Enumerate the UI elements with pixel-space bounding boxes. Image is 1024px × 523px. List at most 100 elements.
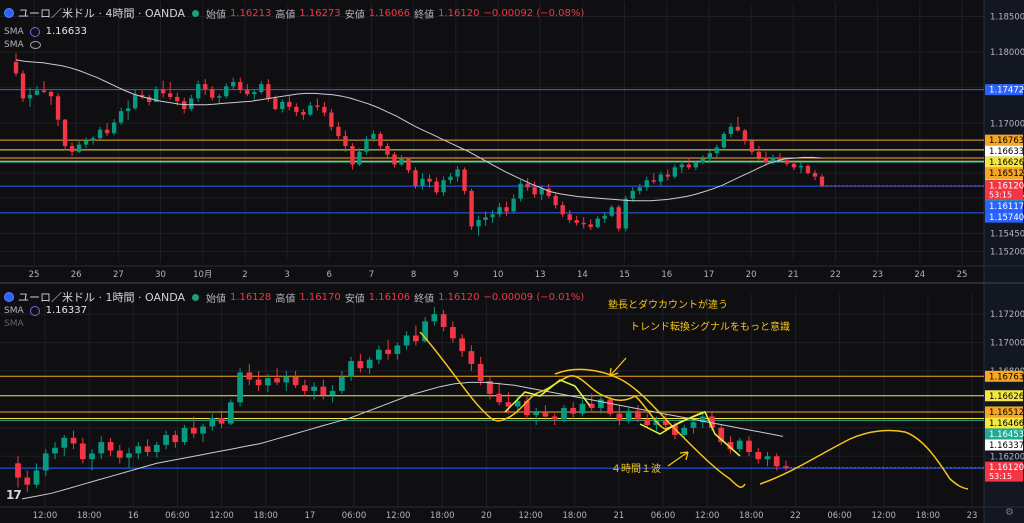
- candle-body: [525, 183, 530, 188]
- candle-body: [203, 84, 208, 90]
- price-tag-label: 1.16626: [989, 158, 1024, 168]
- candle-body: [210, 89, 215, 98]
- chart-1h[interactable]: 1.172001.170001.168001.164001.1620012:00…: [0, 284, 1024, 523]
- candle-body: [561, 407, 567, 420]
- price-tag: [985, 167, 1023, 179]
- candle-body: [27, 94, 33, 99]
- eye-hidden-icon[interactable]: [29, 41, 41, 49]
- candle-body: [658, 174, 663, 182]
- close-label: 終値: [414, 293, 435, 305]
- candle-body: [175, 96, 180, 102]
- sma-legend-2[interactable]: SMA: [4, 319, 24, 329]
- symbol-title: ユーロ／米ドル · 1時間 · OANDA: [18, 291, 185, 304]
- candle-body: [440, 314, 447, 327]
- candle-body: [209, 417, 216, 427]
- candle-body: [357, 151, 362, 165]
- candle-body: [755, 452, 762, 460]
- candle-body: [97, 129, 103, 139]
- high-label: 高値: [275, 9, 296, 21]
- candle-body: [581, 222, 586, 225]
- candle-body: [542, 412, 549, 417]
- pane-separator[interactable]: [0, 282, 1024, 284]
- candle-body: [252, 91, 257, 95]
- candle-body: [459, 338, 466, 352]
- candle-body: [15, 463, 21, 478]
- settings-gear-icon[interactable]: ⚙: [1005, 507, 1014, 518]
- candle-body: [350, 146, 355, 165]
- candle-body: [274, 378, 280, 383]
- candle-body: [70, 437, 77, 444]
- x-tick-label: 23: [967, 511, 978, 521]
- price-tag-label: 1.16633: [989, 147, 1024, 157]
- candle-body: [79, 443, 86, 460]
- candle-body: [721, 133, 727, 148]
- candle-body: [126, 453, 132, 458]
- sma-legend[interactable]: SMA 1.16633: [4, 26, 87, 37]
- x-tick-label: 06:00: [342, 511, 367, 521]
- x-tick-label: 13: [535, 270, 546, 280]
- y-tick-label: 1.17000: [990, 339, 1024, 349]
- price-tag-label: 1.16512: [989, 169, 1024, 179]
- candle-body: [783, 466, 789, 468]
- candle-body: [699, 416, 706, 423]
- x-tick-label: 12:00: [518, 511, 543, 521]
- x-tick-label: 12:00: [33, 511, 58, 521]
- chart-4h-header: ユーロ／米ドル · 4時間 · OANDA 始値 1.16213 高値 1.1627…: [4, 5, 584, 21]
- candle-body: [469, 190, 474, 227]
- x-tick-label: 18:00: [739, 511, 764, 521]
- x-tick-label: 26: [71, 270, 82, 280]
- settings-icon[interactable]: [29, 26, 40, 37]
- candle-body: [539, 188, 544, 195]
- chart-4h-canvas[interactable]: 1.185001.180001.175001.170001.165001.163…: [0, 0, 1024, 282]
- close-label: 終値: [414, 9, 435, 21]
- candle-body: [588, 224, 593, 228]
- arrow-shaft-2: [667, 451, 689, 467]
- candle-body: [448, 176, 453, 181]
- candle-body: [718, 427, 725, 443]
- candle-body: [427, 178, 432, 182]
- candle-body: [237, 372, 243, 403]
- candle-body: [441, 180, 446, 193]
- candle-body: [375, 349, 382, 360]
- candle-body: [700, 158, 706, 163]
- sma-legend[interactable]: SMA 1.16337: [4, 305, 87, 316]
- candle-body: [749, 141, 755, 152]
- x-tick-label: 3: [284, 270, 289, 280]
- y-tick-label: 1.17200: [990, 310, 1024, 320]
- candle-body: [378, 133, 383, 147]
- candle-body: [273, 98, 278, 110]
- candle-body: [246, 372, 253, 380]
- sma-legend-2[interactable]: SMA: [4, 40, 41, 50]
- candle-body: [24, 477, 31, 485]
- candle-body: [588, 403, 595, 408]
- tradingview-logo-icon[interactable]: 17: [6, 488, 22, 502]
- chart-1h-canvas[interactable]: 1.172001.170001.168001.164001.1620012:00…: [0, 284, 1024, 523]
- candle-body: [118, 111, 124, 123]
- wave-curve: [554, 368, 746, 488]
- candle-body: [329, 390, 336, 396]
- price-tag-label: 1.16337: [989, 441, 1024, 451]
- candle-body: [336, 126, 341, 137]
- candle-body: [483, 217, 488, 221]
- settings-icon[interactable]: [29, 305, 40, 316]
- candle-body: [385, 349, 391, 354]
- candle-body: [672, 425, 678, 435]
- low-value: 1.16066: [368, 7, 411, 19]
- x-tick-label: 21: [613, 511, 624, 521]
- x-tick-label: 18:00: [916, 511, 941, 521]
- countdown-label: 53:15: [989, 472, 1012, 481]
- y-tick-label: 1.17000: [990, 119, 1024, 129]
- candle-body: [34, 90, 40, 95]
- candle-body: [763, 157, 769, 163]
- candle-body: [764, 456, 771, 460]
- sma-line: [15, 59, 823, 202]
- candle-body: [371, 133, 376, 139]
- chart-4h[interactable]: 1.185001.180001.175001.170001.165001.163…: [0, 0, 1024, 282]
- candle-body: [301, 111, 306, 115]
- candle-body: [511, 198, 516, 212]
- annotation-dow-count: 塾長とダウカウントが違う: [608, 300, 728, 311]
- candle-body: [496, 393, 503, 403]
- candle-body: [348, 361, 354, 377]
- y-tick-label: 1.16200: [990, 452, 1024, 462]
- open-label: 始値: [206, 293, 226, 305]
